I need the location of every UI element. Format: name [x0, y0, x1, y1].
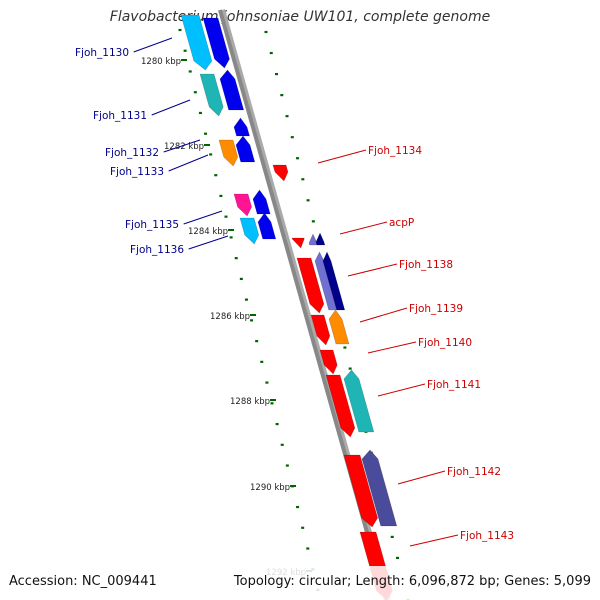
gene-block	[343, 454, 378, 528]
right-gene-label: Fjoh_1134	[368, 145, 422, 157]
genome-info-text: Topology: circular; Length: 6,096,872 bp…	[233, 574, 591, 589]
gene-block	[315, 232, 326, 246]
gene-block	[199, 73, 224, 117]
left-gene-label: Fjoh_1135	[125, 219, 179, 231]
left-gene-label: Fjoh_1130	[75, 47, 129, 59]
leader-line	[133, 37, 173, 53]
gene-block	[361, 449, 398, 527]
gene-block	[310, 314, 331, 346]
right-gene-label: acpP	[389, 217, 414, 229]
right-gene-label: Fjoh_1142	[447, 466, 501, 478]
left-gene-label: Fjoh_1132	[105, 147, 159, 159]
kbp-label: 1284 kbp	[188, 227, 228, 237]
right-gene-label: Fjoh_1139	[409, 303, 463, 315]
gene-block	[322, 251, 346, 311]
gene-block	[233, 117, 250, 137]
right-gene-label: Fjoh_1140	[418, 337, 472, 349]
accession-text: Accession: NC_009441	[9, 574, 157, 589]
leader-line	[151, 99, 191, 116]
kbp-label: 1288 kbp	[230, 397, 270, 407]
left-gene-label: Fjoh_1136	[130, 244, 184, 256]
right-gene-label: Fjoh_1143	[460, 530, 514, 542]
kbp-label: 1286 kbp	[210, 312, 250, 322]
gene-block	[291, 237, 305, 249]
gene-block	[296, 257, 325, 314]
gene-block	[325, 374, 356, 438]
kbp-label: 1290 kbp	[250, 483, 290, 493]
footer-backdrop	[0, 566, 600, 600]
left-gene-label: Fjoh_1133	[110, 166, 164, 178]
gene-block	[314, 251, 339, 311]
gene-block	[343, 369, 375, 433]
leader-line	[409, 534, 459, 547]
leader-line	[359, 307, 408, 323]
right-gene-label: Fjoh_1141	[427, 379, 481, 391]
leader-line	[168, 154, 209, 172]
gene-block	[202, 17, 230, 69]
leader-line	[183, 210, 223, 225]
leader-line	[367, 341, 417, 354]
leader-line	[347, 263, 398, 277]
gene-block	[252, 189, 271, 215]
gene-block	[272, 164, 289, 182]
leader-line	[317, 149, 367, 164]
gene-block	[235, 135, 256, 163]
leader-line	[377, 383, 426, 397]
leader-line	[163, 139, 201, 153]
leader-line	[188, 235, 229, 250]
right-gene-label: Fjoh_1138	[399, 259, 453, 271]
leader-line	[339, 221, 388, 235]
leader-line	[397, 470, 446, 485]
gene-block	[218, 139, 239, 167]
gene-block	[319, 349, 338, 375]
left-gene-label: Fjoh_1131	[93, 110, 147, 122]
gene-block	[219, 69, 245, 111]
gene-block	[257, 212, 277, 240]
gene-block	[239, 217, 260, 245]
kbp-label: 1282 kbp	[164, 142, 204, 152]
gene-block	[180, 14, 213, 71]
kbp-label: 1280 kbp	[141, 57, 181, 67]
gene-block	[328, 309, 350, 345]
gene-block	[233, 193, 252, 217]
